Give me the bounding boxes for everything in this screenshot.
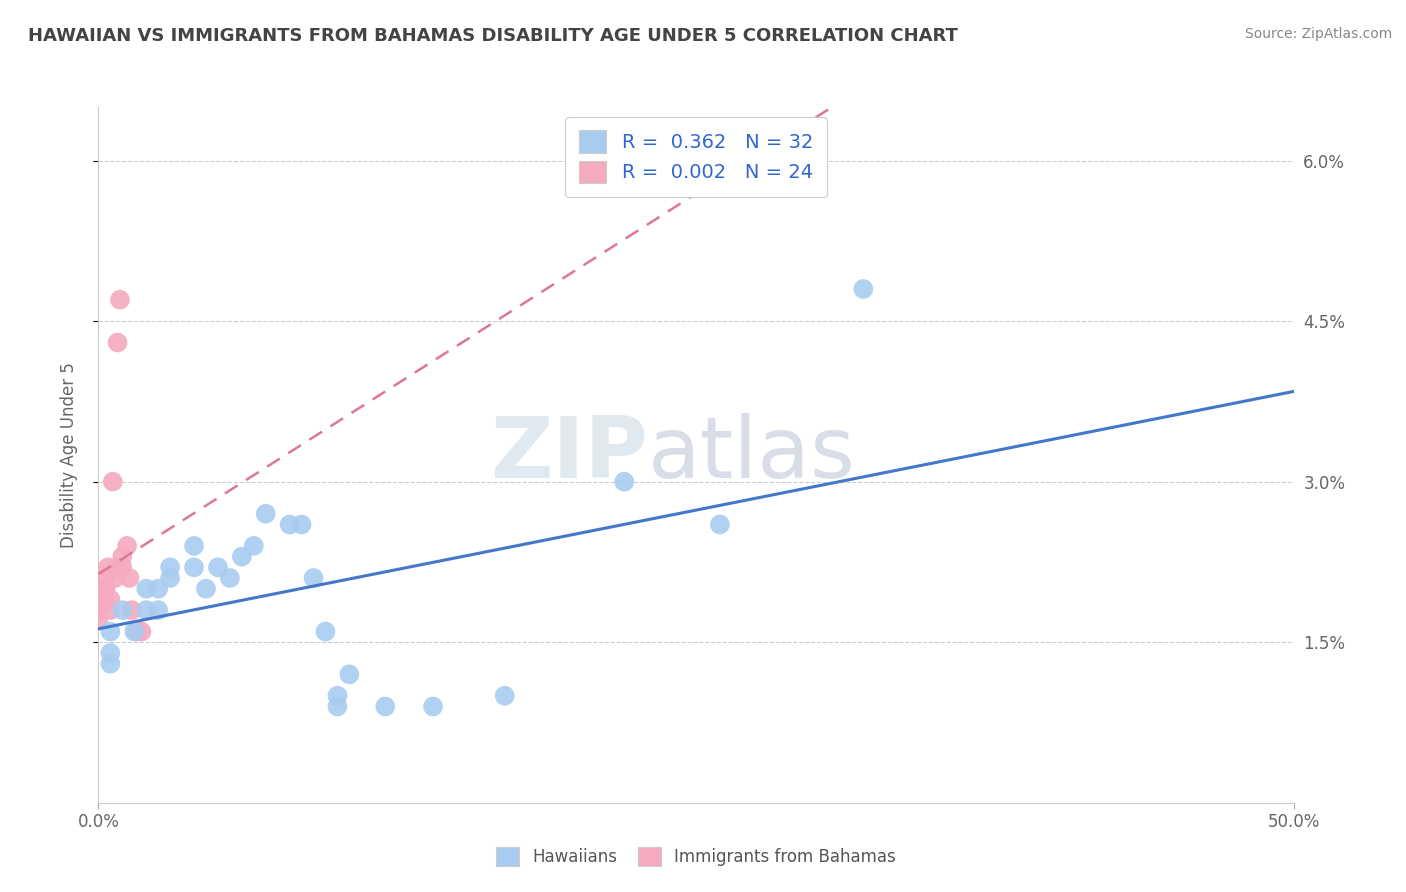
Point: [108, 293, 131, 307]
Point: [121, 603, 143, 617]
Point: [101, 475, 124, 489]
Point: [125, 624, 148, 639]
Point: [326, 689, 349, 703]
Point: [98, 592, 122, 607]
Point: [111, 549, 134, 564]
Point: [709, 517, 731, 532]
Point: [87, 582, 110, 596]
Point: [124, 624, 146, 639]
Point: [254, 507, 277, 521]
Text: HAWAIIAN VS IMMIGRANTS FROM BAHAMAS DISABILITY AGE UNDER 5 CORRELATION CHART: HAWAIIAN VS IMMIGRANTS FROM BAHAMAS DISA…: [28, 27, 957, 45]
Point: [315, 624, 337, 639]
Point: [91, 592, 114, 607]
Point: [135, 582, 157, 596]
Point: [194, 582, 218, 596]
Point: [339, 667, 360, 681]
Text: atlas: atlas: [648, 413, 856, 497]
Point: [219, 571, 242, 585]
Y-axis label: Disability Age Under 5: Disability Age Under 5: [59, 362, 77, 548]
Point: [159, 560, 181, 574]
Point: [107, 560, 129, 574]
Point: [207, 560, 229, 574]
Text: Source: ZipAtlas.com: Source: ZipAtlas.com: [1244, 27, 1392, 41]
Point: [291, 517, 314, 532]
Point: [87, 592, 110, 607]
Point: [94, 582, 117, 596]
Point: [183, 539, 205, 553]
Point: [87, 592, 110, 607]
Point: [302, 571, 325, 585]
Point: [148, 582, 170, 596]
Point: [422, 699, 444, 714]
Point: [374, 699, 396, 714]
Point: [97, 560, 120, 574]
Point: [98, 603, 122, 617]
Point: [111, 603, 134, 617]
Point: [183, 560, 205, 574]
Text: ZIP: ZIP: [491, 413, 648, 497]
Point: [87, 603, 110, 617]
Point: [98, 646, 122, 660]
Point: [278, 517, 301, 532]
Point: [107, 335, 129, 350]
Point: [104, 571, 127, 585]
Point: [131, 624, 153, 639]
Point: [159, 571, 181, 585]
Point: [135, 603, 157, 617]
Point: [494, 689, 516, 703]
Point: [613, 475, 636, 489]
Point: [111, 560, 134, 574]
Point: [94, 571, 117, 585]
Point: [852, 282, 875, 296]
Point: [231, 549, 253, 564]
Point: [326, 699, 349, 714]
Point: [148, 603, 170, 617]
Point: [118, 571, 141, 585]
Point: [243, 539, 266, 553]
Point: [98, 624, 122, 639]
Point: [91, 582, 114, 596]
Point: [87, 614, 110, 628]
Point: [98, 657, 122, 671]
Point: [115, 539, 138, 553]
Legend: Hawaiians, Immigrants from Bahamas: Hawaiians, Immigrants from Bahamas: [484, 836, 908, 878]
